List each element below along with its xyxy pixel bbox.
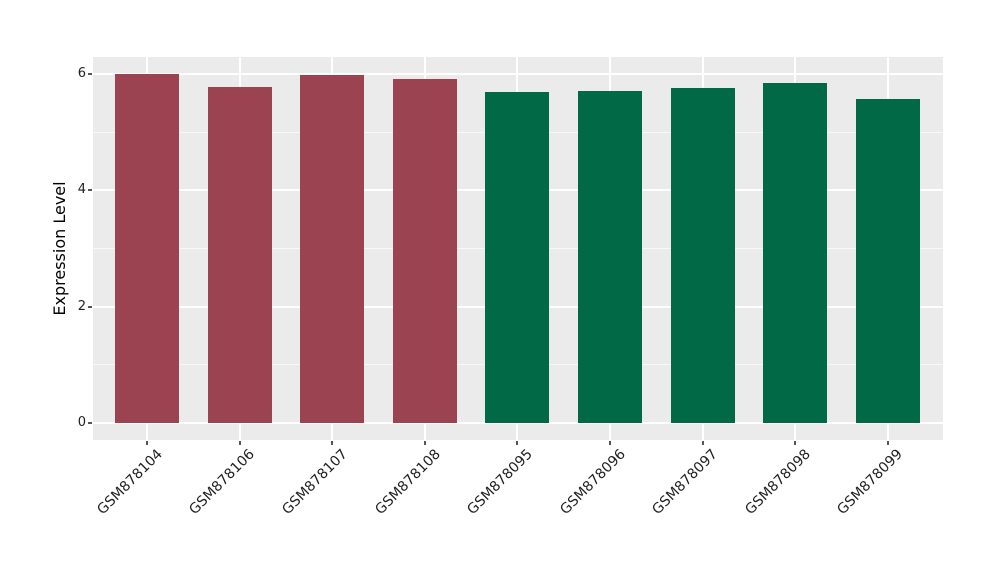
x-tick-label-GSM878107: GSM878107 [279,446,351,518]
x-tick-mark-GSM878098 [794,441,797,445]
y-tick-label-4: 4 [77,182,86,198]
x-tick-mark-GSM878095 [516,441,519,445]
y-tick-label-0: 0 [77,414,86,430]
x-tick-label-GSM878098: GSM878098 [742,446,814,518]
bar-GSM878096 [577,91,642,423]
plot-panel [93,57,943,440]
x-tick-label-GSM878099: GSM878099 [834,446,907,518]
x-tick-label-GSM878104: GSM878104 [93,446,166,518]
x-tick-mark-GSM878108 [423,441,426,445]
x-tick-mark-GSM878107 [331,441,334,445]
x-tick-label-GSM878095: GSM878095 [464,446,536,518]
x-tick-label-GSM878097: GSM878097 [649,446,722,518]
x-tick-label-GSM878096: GSM878096 [556,446,629,518]
bar-GSM878108 [392,79,457,423]
bar-GSM878097 [670,88,735,423]
y-tick-mark-0 [88,421,92,424]
bar-GSM878099 [855,99,920,423]
x-tick-label-GSM878106: GSM878106 [186,446,259,518]
bar-GSM878107 [300,74,365,423]
bar-GSM878095 [485,91,550,423]
x-tick-label-GSM878108: GSM878108 [371,446,444,518]
y-tick-label-6: 6 [77,66,86,82]
bar-GSM878104 [114,74,179,423]
x-tick-mark-GSM878099 [886,441,889,445]
y-tick-mark-4 [88,189,92,192]
x-tick-mark-GSM878097 [701,441,704,445]
bar-GSM878106 [207,87,272,423]
y-axis-title: Expression Level [50,181,69,316]
x-tick-mark-GSM878106 [238,441,241,445]
y-tick-label-2: 2 [77,298,86,314]
bar-GSM878098 [763,83,828,423]
y-tick-mark-6 [88,73,92,76]
x-tick-mark-GSM878096 [608,441,611,445]
x-tick-mark-GSM878104 [145,441,148,445]
y-tick-mark-2 [88,305,92,308]
